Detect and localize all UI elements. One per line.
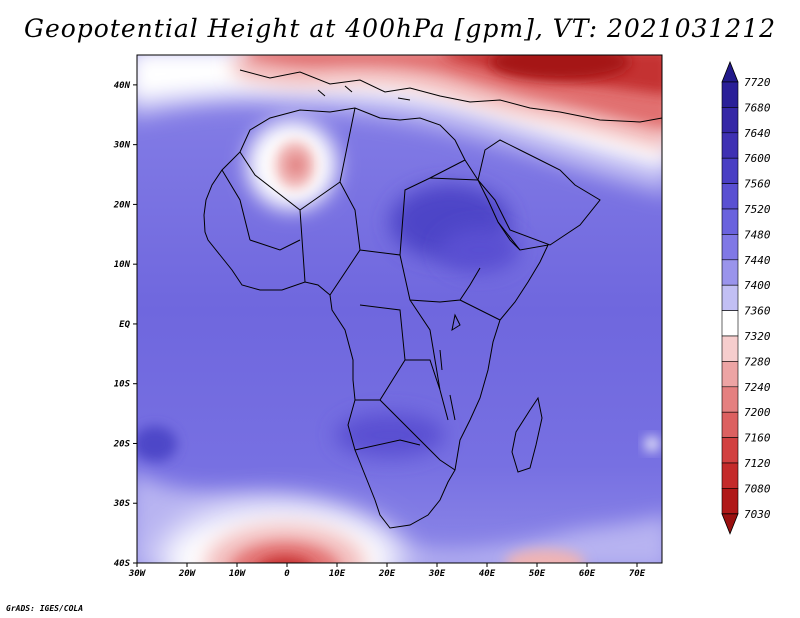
latitude-axis: 40N 30N 20N 10N EQ 10S 20S 30S 40S xyxy=(113,81,137,569)
lat-tick-label: 10S xyxy=(114,380,131,390)
lon-tick-label: 70E xyxy=(629,569,646,579)
colorbar-level-label: 7240 xyxy=(744,381,771,394)
mediterranean-islands xyxy=(317,85,411,101)
lon-tick-label: 60E xyxy=(579,569,596,579)
africa-coastline xyxy=(203,107,549,529)
colorbar-level-label: 7600 xyxy=(744,152,771,165)
lon-tick-label: 30E xyxy=(428,569,446,579)
colorbar-level-label: 7680 xyxy=(744,101,771,114)
europe-coast xyxy=(239,69,662,123)
colorbar-swatch xyxy=(721,183,739,210)
colorbar-swatch xyxy=(721,107,739,134)
height-field-shading xyxy=(137,55,662,563)
lat-tick-label: 10N xyxy=(114,260,131,270)
lat-tick-label: 40S xyxy=(114,559,131,569)
lon-tick-label: 40E xyxy=(479,569,496,579)
country-borders xyxy=(221,107,521,471)
lon-tick-label: 10W xyxy=(229,569,247,579)
colorbar-swatch xyxy=(721,234,739,261)
grads-credit: GrADS: IGES/COLA xyxy=(6,604,84,613)
colorbar-level-label: 7720 xyxy=(744,76,771,89)
lon-tick-label: 50E xyxy=(529,569,546,579)
colorbar-level-label: 7160 xyxy=(744,432,771,445)
lon-tick-label: 20E xyxy=(378,569,396,579)
colorbar-swatch xyxy=(721,335,739,362)
lat-tick-label: 20N xyxy=(113,200,131,210)
colorbar-swatch xyxy=(721,361,739,388)
colorbar-top-arrow xyxy=(721,60,739,83)
colorbar-swatch xyxy=(721,284,739,311)
colorbar-swatch xyxy=(721,386,739,413)
colorbar-swatch xyxy=(721,208,739,235)
colorbar-swatch xyxy=(721,259,739,286)
lat-tick-label: 40N xyxy=(114,81,131,91)
colorbar-level-label: 7080 xyxy=(744,482,771,495)
colorbar-level-label: 7320 xyxy=(744,330,771,343)
colorbar-swatch xyxy=(721,81,739,108)
madagascar-outline xyxy=(511,396,543,473)
colorbar-level-label: 7200 xyxy=(744,406,771,419)
lon-tick-label: 0 xyxy=(284,569,290,579)
colorbar-level-label: 7440 xyxy=(744,254,771,267)
lat-tick-label: 30S xyxy=(113,499,131,509)
colorbar-bottom-arrow xyxy=(721,513,739,535)
colorbar-swatch xyxy=(721,462,739,489)
longitude-axis: 30W 20W 10W 0 10E 20E 30E 40E 50E 60E 70E xyxy=(128,563,646,579)
lon-tick-label: 10E xyxy=(329,569,346,579)
colorbar-swatch xyxy=(721,411,739,438)
colorbar-level-label: 7560 xyxy=(744,178,771,191)
lat-tick-label: EQ xyxy=(119,320,130,330)
chart-title: Geopotential Height at 400hPa [gpm], VT:… xyxy=(23,14,777,43)
colorbar-level-label: 7280 xyxy=(744,355,771,368)
lat-tick-label: 30N xyxy=(113,141,131,151)
colorbar-level-label: 7400 xyxy=(744,279,771,292)
colorbar-swatch xyxy=(721,157,739,184)
arabia-outline xyxy=(477,139,601,246)
lat-tick-label: 20S xyxy=(113,439,131,449)
colorbar-level-label: 7360 xyxy=(744,305,771,318)
colorbar-swatch xyxy=(721,310,739,337)
lon-tick-label: 30W xyxy=(128,569,147,579)
coastline-outlines xyxy=(203,69,662,529)
colorbar-legend: 7720 7680 7640 7600 7560 7520 7480 7440 7400 7360… xyxy=(721,60,771,535)
lakes xyxy=(439,313,461,421)
lon-tick-label: 20W xyxy=(178,569,197,579)
colorbar-swatch xyxy=(721,437,739,464)
colorbar-level-label: 7120 xyxy=(744,457,771,470)
colorbar-level-label: 7480 xyxy=(744,228,771,241)
colorbar-level-label: 7520 xyxy=(744,203,771,216)
colorbar-level-label: 7030 xyxy=(744,508,771,521)
colorbar-swatch xyxy=(721,132,739,159)
colorbar-swatch xyxy=(721,488,739,515)
map-frame xyxy=(136,54,663,564)
colorbar-level-label: 7640 xyxy=(744,127,771,140)
